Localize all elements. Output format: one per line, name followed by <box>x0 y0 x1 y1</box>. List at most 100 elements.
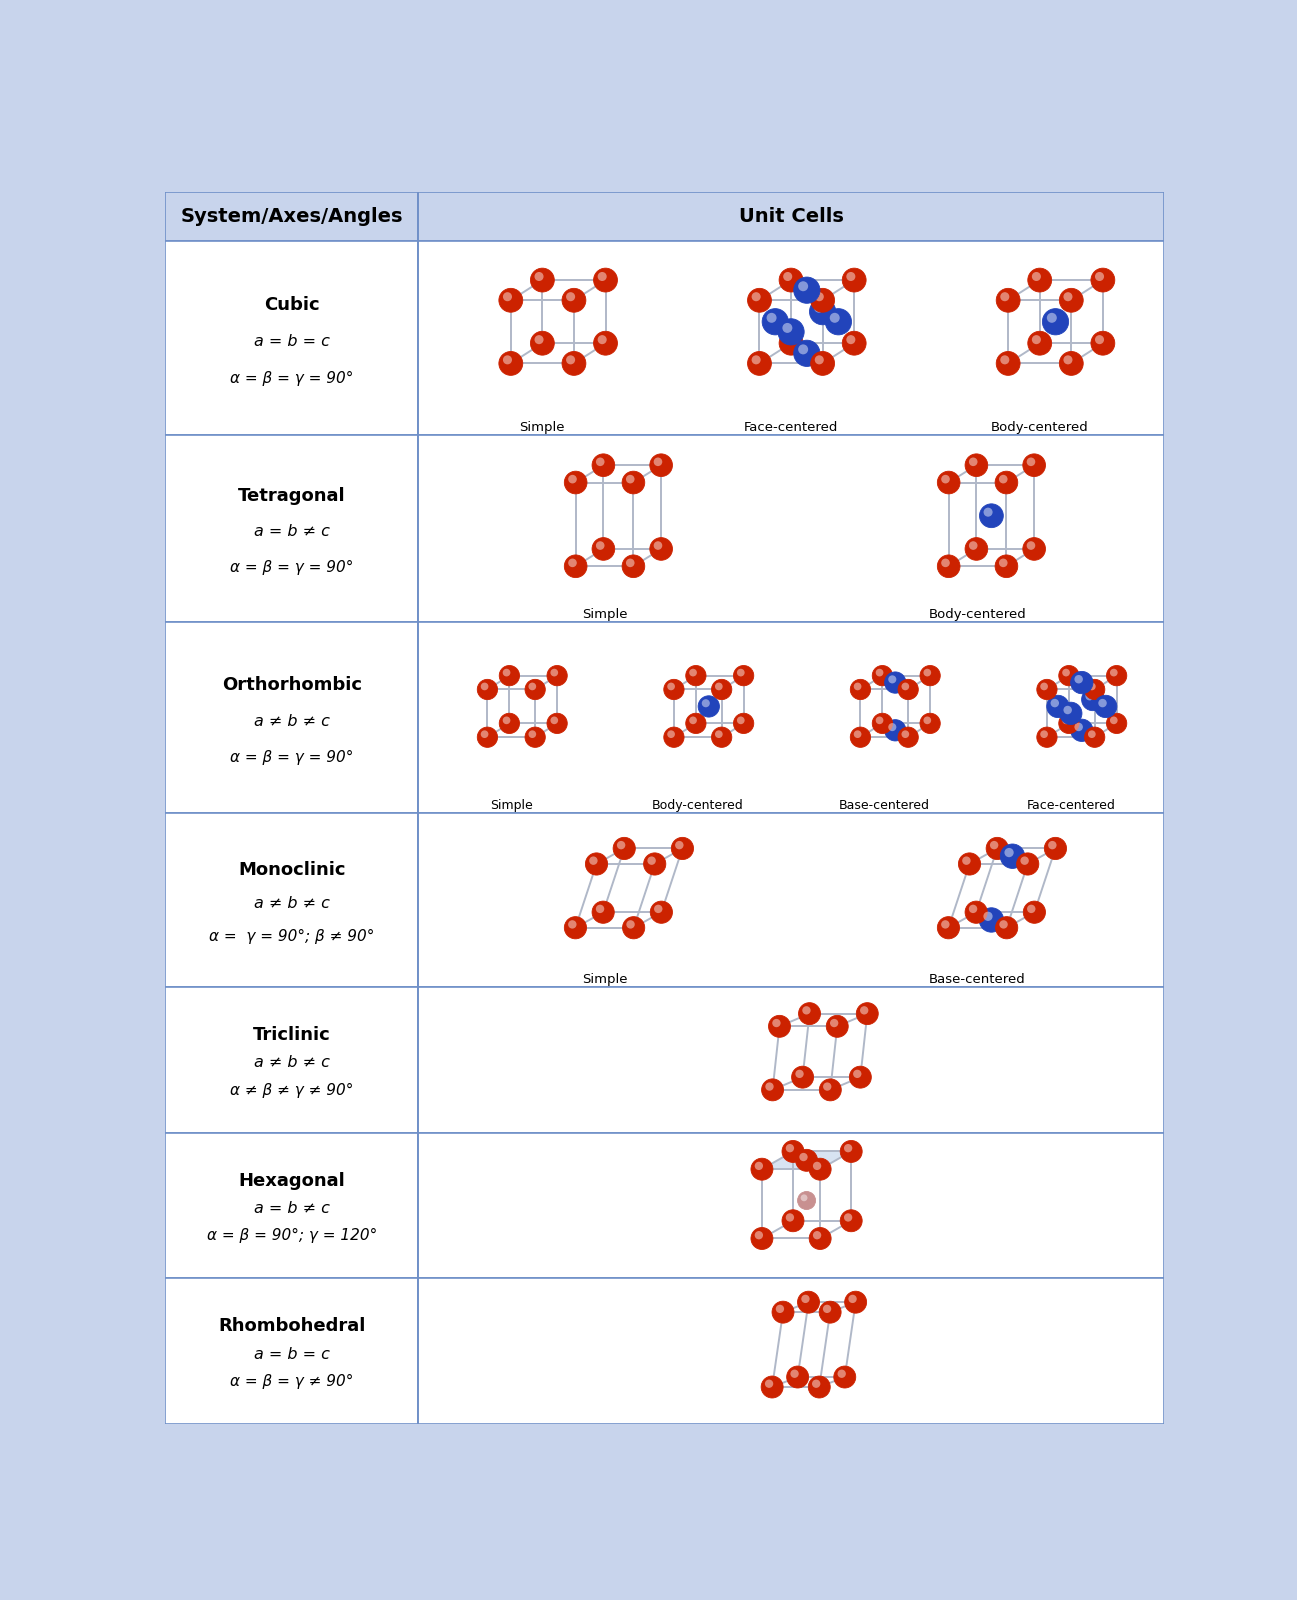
Circle shape <box>809 1227 831 1250</box>
Circle shape <box>776 1304 785 1314</box>
Text: Body-centered: Body-centered <box>991 421 1088 434</box>
Circle shape <box>1000 293 1009 301</box>
Circle shape <box>851 680 870 699</box>
Circle shape <box>979 907 1004 933</box>
FancyBboxPatch shape <box>165 192 418 242</box>
FancyBboxPatch shape <box>165 242 418 435</box>
Circle shape <box>1027 331 1052 355</box>
Circle shape <box>672 837 694 859</box>
Circle shape <box>795 1070 804 1078</box>
Text: a = b = c: a = b = c <box>254 334 329 349</box>
Circle shape <box>702 699 709 707</box>
Circle shape <box>623 470 645 494</box>
FancyBboxPatch shape <box>418 192 1165 242</box>
Circle shape <box>617 842 625 850</box>
Circle shape <box>765 1379 773 1387</box>
Circle shape <box>751 1227 773 1250</box>
Circle shape <box>798 344 808 354</box>
Circle shape <box>995 555 1018 578</box>
Circle shape <box>591 901 615 923</box>
Circle shape <box>1060 288 1083 312</box>
Circle shape <box>650 901 672 923</box>
Circle shape <box>798 1291 820 1314</box>
Circle shape <box>813 1230 821 1240</box>
Circle shape <box>853 730 861 738</box>
Circle shape <box>830 314 839 323</box>
FancyBboxPatch shape <box>418 813 1165 987</box>
Circle shape <box>1058 714 1079 733</box>
Circle shape <box>787 1366 808 1389</box>
Circle shape <box>1106 714 1127 733</box>
Circle shape <box>568 475 577 483</box>
Circle shape <box>550 669 558 677</box>
Text: a ≠ b ≠ c: a ≠ b ≠ c <box>254 1054 329 1070</box>
Circle shape <box>888 723 896 731</box>
Circle shape <box>1043 309 1069 334</box>
Circle shape <box>1027 458 1035 466</box>
Circle shape <box>1064 293 1073 301</box>
Circle shape <box>686 666 706 686</box>
Circle shape <box>853 683 861 690</box>
Circle shape <box>815 355 824 365</box>
Circle shape <box>1032 272 1041 282</box>
Circle shape <box>747 288 772 312</box>
Circle shape <box>938 555 960 578</box>
Circle shape <box>751 1158 773 1181</box>
Circle shape <box>1088 730 1096 738</box>
Circle shape <box>547 666 567 686</box>
Circle shape <box>534 334 543 344</box>
Circle shape <box>873 666 892 686</box>
Circle shape <box>779 269 803 293</box>
Circle shape <box>838 1370 846 1378</box>
Circle shape <box>898 680 918 699</box>
Circle shape <box>765 1082 774 1091</box>
Circle shape <box>965 538 988 560</box>
Circle shape <box>1106 666 1127 686</box>
Circle shape <box>811 288 834 312</box>
Circle shape <box>1074 675 1083 683</box>
Circle shape <box>791 1066 813 1088</box>
Circle shape <box>995 470 1018 494</box>
Circle shape <box>794 277 820 304</box>
Circle shape <box>990 842 999 850</box>
Circle shape <box>503 293 512 301</box>
Circle shape <box>798 1192 816 1210</box>
Text: α = β = 90°; γ = 120°: α = β = 90°; γ = 120° <box>206 1229 377 1243</box>
Circle shape <box>1023 538 1045 560</box>
Circle shape <box>999 475 1008 483</box>
Text: a = b = c: a = b = c <box>254 1347 329 1362</box>
Circle shape <box>942 475 949 483</box>
Circle shape <box>783 334 792 344</box>
Circle shape <box>528 683 536 690</box>
Circle shape <box>938 917 960 939</box>
Circle shape <box>920 714 940 733</box>
Circle shape <box>983 912 992 922</box>
Circle shape <box>999 558 1008 566</box>
Circle shape <box>779 331 803 355</box>
Circle shape <box>564 470 588 494</box>
Circle shape <box>686 714 706 733</box>
Circle shape <box>1000 355 1009 365</box>
Circle shape <box>525 726 545 747</box>
Circle shape <box>847 272 856 282</box>
Circle shape <box>1021 856 1029 866</box>
Circle shape <box>477 680 498 699</box>
Circle shape <box>1074 723 1083 731</box>
Circle shape <box>1048 842 1057 850</box>
Circle shape <box>1064 706 1071 714</box>
Circle shape <box>1023 454 1045 477</box>
Circle shape <box>962 856 970 866</box>
Circle shape <box>798 282 808 291</box>
Circle shape <box>808 1376 830 1398</box>
Circle shape <box>664 680 684 699</box>
Circle shape <box>847 334 856 344</box>
Circle shape <box>920 666 940 686</box>
Circle shape <box>958 853 981 875</box>
Circle shape <box>888 675 896 683</box>
Circle shape <box>626 920 634 928</box>
Circle shape <box>528 730 536 738</box>
Circle shape <box>996 352 1019 376</box>
Circle shape <box>782 1210 804 1232</box>
Circle shape <box>825 309 852 334</box>
Circle shape <box>755 1230 763 1240</box>
